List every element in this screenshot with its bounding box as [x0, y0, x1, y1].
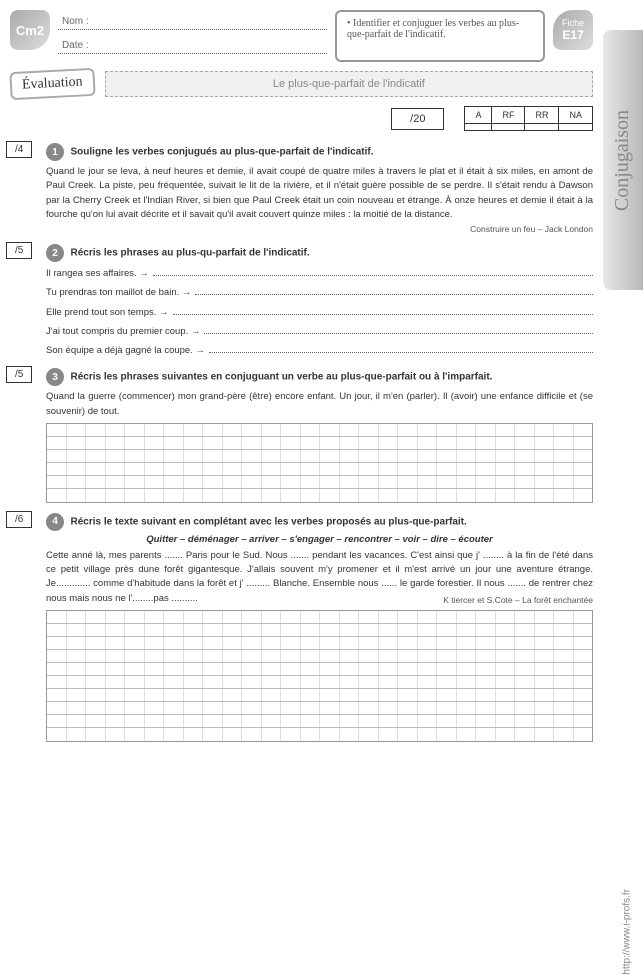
- grade-cell: RF: [492, 107, 525, 124]
- subject-tab: Conjugaison: [603, 30, 643, 290]
- sentence-prompt: Elle prend tout son temps. →: [46, 306, 169, 320]
- sentence-prompt: Son équipe a déjà gagné la coupe. →: [46, 344, 205, 358]
- grade-table: A RF RR NA: [464, 106, 593, 131]
- sentence-line[interactable]: Tu prendras ton maillot de bain. →: [46, 286, 593, 300]
- verb-list: Quitter – déménager – arriver – s'engage…: [46, 534, 593, 545]
- sentence-line[interactable]: J'ai tout compris du premier coup. →: [46, 325, 593, 339]
- worksheet-page: Conjugaison Cm2 Nom : Date : • Identifie…: [0, 0, 643, 762]
- exercise-3: /5 3 Récris les phrases suivantes en con…: [10, 368, 593, 503]
- exercise-number: 4: [46, 513, 64, 531]
- points-box[interactable]: /5: [6, 242, 32, 259]
- exercise-text: Cette anné là, mes parents ....... Paris…: [46, 549, 593, 606]
- fiche-badge: Fiche E17: [553, 10, 593, 50]
- fiche-code: E17: [562, 28, 583, 42]
- worksheet-title: Le plus-que-parfait de l'indicatif: [105, 71, 593, 97]
- answer-line[interactable]: [195, 286, 593, 295]
- total-score-box[interactable]: /20: [391, 108, 444, 130]
- exercise-number: 3: [46, 368, 64, 386]
- grade-cell: A: [465, 107, 492, 124]
- name-date-block: Nom : Date :: [58, 10, 327, 62]
- grade-cell: RR: [525, 107, 559, 124]
- evaluation-badge: Évaluation: [9, 68, 95, 100]
- exercise-title: Récris le texte suivant en complétant av…: [71, 516, 467, 527]
- source-citation: K tiercer et S.Cote – La forêt enchantée: [443, 594, 593, 607]
- exercise-number: 2: [46, 244, 64, 262]
- writing-grid[interactable]: [46, 423, 593, 503]
- exercise-1: /4 1 Souligne les verbes conjugués au pl…: [10, 143, 593, 234]
- title-row: Évaluation Le plus-que-parfait de l'indi…: [10, 70, 593, 98]
- sentence-line[interactable]: Il rangea ses affaires. →: [46, 267, 593, 281]
- grade-cell: NA: [559, 107, 593, 124]
- objective-box: • Identifier et conjuguer les verbes au …: [335, 10, 545, 62]
- sentence-prompt: Il rangea ses affaires. →: [46, 267, 149, 281]
- grade-header-row: A RF RR NA: [465, 107, 593, 124]
- sentence-prompt: J'ai tout compris du premier coup. →: [46, 325, 200, 339]
- answer-line[interactable]: [153, 267, 593, 276]
- points-box[interactable]: /6: [6, 511, 32, 528]
- date-field[interactable]: Date :: [58, 38, 327, 54]
- website-url: http://www.i-profs.fr: [622, 889, 633, 975]
- writing-grid[interactable]: [46, 610, 593, 742]
- exercise-title: Récris les phrases suivantes en conjugua…: [71, 372, 493, 383]
- points-box[interactable]: /5: [6, 366, 32, 383]
- fiche-label: Fiche: [562, 18, 584, 28]
- answer-line[interactable]: [173, 306, 593, 315]
- level-badge: Cm2: [10, 10, 50, 50]
- grade-empty-row[interactable]: [465, 124, 593, 131]
- exercise-number: 1: [46, 143, 64, 161]
- sentence-prompt: Tu prendras ton maillot de bain. →: [46, 286, 191, 300]
- exercise-body: Il rangea ses affaires. → Tu prendras to…: [46, 267, 593, 358]
- exercise-text: Quand la guerre (commencer) mon grand-pè…: [46, 390, 593, 419]
- answer-line[interactable]: [204, 325, 593, 334]
- sentence-line[interactable]: Elle prend tout son temps. →: [46, 306, 593, 320]
- exercise-title: Souligne les verbes conjugués au plus-qu…: [71, 146, 374, 157]
- subject-tab-label: Conjugaison: [612, 109, 635, 210]
- sentence-line[interactable]: Son équipe a déjà gagné la coupe. →: [46, 344, 593, 358]
- score-row: /20 A RF RR NA: [10, 106, 593, 131]
- name-field[interactable]: Nom :: [58, 14, 327, 30]
- source-citation: Construire un feu – Jack London: [46, 224, 593, 234]
- exercise-text: Quand le jour se leva, à neuf heures et …: [46, 165, 593, 222]
- header: Cm2 Nom : Date : • Identifier et conjugu…: [10, 10, 593, 62]
- answer-line[interactable]: [209, 344, 593, 353]
- exercise-title: Récris les phrases au plus-qu-parfait de…: [71, 247, 310, 258]
- exercise-2: /5 2 Récris les phrases au plus-qu-parfa…: [10, 244, 593, 358]
- exercise-4: /6 4 Récris le texte suivant en compléta…: [10, 513, 593, 742]
- points-box[interactable]: /4: [6, 141, 32, 158]
